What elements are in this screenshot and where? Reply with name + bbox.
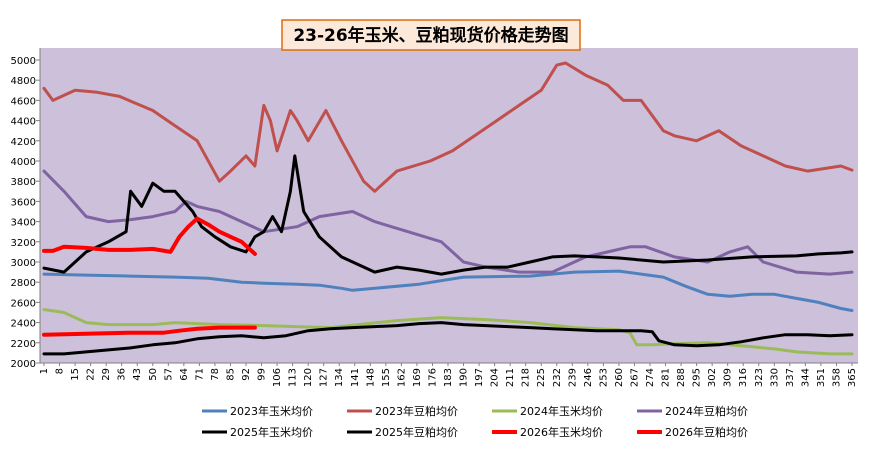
x-tick-label: 162 [396,368,407,387]
legend-label: 2025年豆粕均价 [375,425,458,439]
x-tick-label: 344 [800,368,811,387]
x-tick-label: 316 [738,368,749,387]
series-line-7 [42,325,257,337]
x-tick-label: 274 [645,368,656,387]
x-tick-label: 204 [490,368,501,387]
series-line-4 [42,169,854,276]
x-tick-label: 78 [210,368,221,381]
chart-title-box: 23-26年玉米、豆粕现货价格走势图 [281,19,581,51]
y-tick-label: 2200 [11,339,36,350]
x-tick-label: 99 [257,368,268,381]
x-tick-label: 113 [288,368,299,387]
series-line-8 [42,216,257,256]
y-tick-label: 4200 [11,137,36,148]
x-tick-label: 267 [629,368,640,387]
x-tick-label: 43 [132,368,143,381]
legend-label: 2026年豆粕均价 [665,425,748,439]
y-tick-label: 3400 [11,218,36,229]
x-tick-label: 190 [459,368,470,387]
x-tick-label: 169 [412,368,423,387]
x-tick-label: 351 [816,368,827,387]
y-tick-label: 3800 [11,177,36,188]
x-tick-label: 1 [39,368,50,374]
x-tick-label: 64 [179,368,190,381]
x-tick-label: 197 [474,368,485,387]
legend-label: 2025年玉米均价 [230,425,313,439]
x-tick-label: 218 [521,368,532,387]
x-tick-label: 183 [443,368,454,387]
y-tick-label: 2600 [11,298,36,309]
x-tick-label: 288 [676,368,687,387]
x-tick-label: 57 [163,368,174,381]
series-line-6 [42,154,854,276]
x-tick-label: 36 [117,368,128,381]
x-tick-label: 29 [101,368,112,381]
series-layer [42,61,854,356]
plot-area [40,48,858,363]
legend-label: 2026年玉米均价 [520,425,603,439]
legend-label: 2023年玉米均价 [230,404,313,418]
chart-title: 23-26年玉米、豆粕现货价格走势图 [293,25,568,46]
x-tick-label: 365 [847,368,858,387]
x-tick-label: 155 [381,368,392,387]
x-tick-label: 15 [70,368,81,381]
x-tick-label: 309 [723,368,734,387]
series-line-1 [42,269,854,312]
x-tick-label: 232 [552,368,563,387]
x-tick-label: 337 [785,368,796,387]
y-tick-label: 4400 [11,117,36,128]
y-tick-label: 4000 [11,157,36,168]
x-tick-label: 281 [661,368,672,387]
x-tick-label: 71 [194,368,205,381]
x-tick-label: 302 [707,368,718,387]
x-tick-label: 295 [692,368,703,387]
x-tick-label: 225 [536,368,547,387]
x-tick-label: 92 [241,368,252,381]
x-tick-label: 22 [86,368,97,381]
series-line-3 [42,308,854,356]
y-tick-label: 5000 [11,56,36,67]
x-tick-label: 134 [334,368,345,387]
y-tick-label: 2000 [11,359,36,370]
y-tick-label: 2400 [11,319,36,330]
y-tick-label: 3200 [11,238,36,249]
x-axis-ticks: 1 8 15 22 29 36 43 50 57 64 71 78 85 92 99 106 113 120 127… [39,363,858,387]
series-line-5 [42,321,854,356]
x-tick-label: 85 [225,368,236,381]
x-tick-label: 50 [148,368,159,381]
x-tick-label: 148 [365,368,376,387]
legend-label: 2024年玉米均价 [520,404,603,418]
x-tick-label: 253 [598,368,609,387]
x-tick-label: 211 [505,368,516,387]
x-tick-label: 239 [567,368,578,387]
y-tick-label: 3000 [11,258,36,269]
x-tick-label: 358 [831,368,842,387]
x-tick-label: 246 [583,368,594,387]
legend: 2023年玉米均价 2023年豆粕均价 2024年玉米均价 2024年豆粕均价 2025… [202,404,748,439]
y-tick-label: 3600 [11,197,36,208]
x-tick-label: 120 [303,368,314,387]
x-tick-label: 260 [614,368,625,387]
x-tick-label: 176 [427,368,438,387]
x-tick-label: 323 [754,368,765,387]
series-line-2 [42,61,854,193]
legend-label: 2023年豆粕均价 [375,404,458,418]
x-tick-label: 330 [769,368,780,387]
x-tick-label: 8 [55,368,66,374]
x-tick-label: 106 [272,368,283,387]
x-tick-label: 127 [319,368,330,387]
title-background [281,19,581,51]
legend-label: 2024年豆粕均价 [665,404,748,418]
y-tick-label: 2800 [11,278,36,289]
y-tick-label: 4600 [11,96,36,107]
x-tick-label: 141 [350,368,361,387]
y-tick-label: 4800 [11,76,36,87]
y-axis-ticks: 2000 2200 2400 2600 2800 3000 3200 3400 3600 3800… [11,56,40,370]
